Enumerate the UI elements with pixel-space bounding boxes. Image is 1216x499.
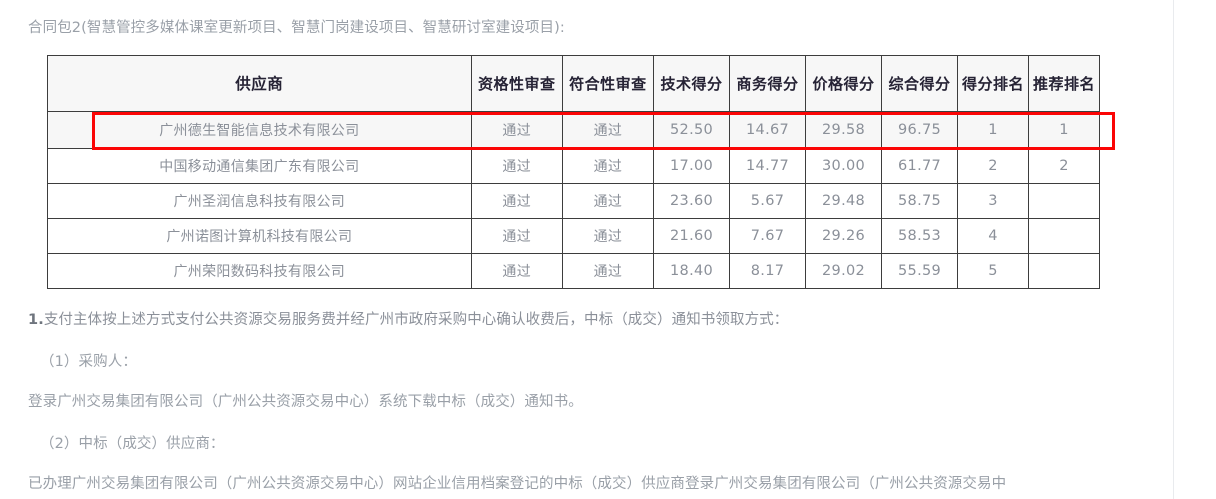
cell-supplier: 广州圣润信息科技有限公司: [47, 183, 472, 219]
cell-qualification: 通过: [470, 111, 563, 149]
cell-qualification: 通过: [470, 183, 563, 219]
column-header-conformity: 符合性审查: [561, 55, 655, 112]
table-body: 广州德生智能信息技术有限公司 通过 通过 52.50 14.67 29.58 96.75 1 1…: [47, 111, 1101, 289]
cell-composite-score: 55.59: [881, 253, 959, 289]
page-right-rule: [1173, 0, 1174, 499]
cell-recommend-rank: 2: [1027, 148, 1101, 184]
cell-composite-score: 61.77: [881, 148, 959, 184]
table-header-row: 供应商 资格性审查 符合性审查 技术得分 商务得分 价格得分 综合得分 得分排名…: [47, 55, 1101, 112]
cell-business-score: 14.77: [729, 148, 807, 184]
cell-score-rank: 1: [957, 111, 1029, 149]
package-caption: 合同包2(智慧管控多媒体课室更新项目、智慧门岗建设项目、智慧研讨室建设项目):: [28, 20, 565, 36]
cell-business-score: 8.17: [729, 253, 807, 289]
cell-composite-score: 96.75: [881, 111, 959, 149]
cell-score-rank: 3: [957, 183, 1029, 219]
cell-composite-score: 58.53: [881, 218, 959, 254]
cell-price-score: 29.26: [805, 218, 883, 254]
evaluation-score-table: 供应商 资格性审查 符合性审查 技术得分 商务得分 价格得分 综合得分 得分排名…: [47, 55, 1101, 289]
cell-price-score: 29.02: [805, 253, 883, 289]
cell-supplier: 广州荣阳数码科技有限公司: [47, 253, 472, 289]
column-header-qualification: 资格性审查: [470, 55, 563, 112]
cell-conformity: 通过: [561, 253, 655, 289]
clause-1-number: 1.: [28, 312, 44, 328]
evaluation-score-table-container: 供应商 资格性审查 符合性审查 技术得分 商务得分 价格得分 综合得分 得分排名…: [47, 55, 1101, 289]
column-header-recommend-rank: 推荐排名: [1027, 55, 1101, 112]
cell-recommend-rank: [1027, 253, 1101, 289]
column-header-technical-score: 技术得分: [653, 55, 731, 112]
cell-price-score: 30.00: [805, 148, 883, 184]
cell-conformity: 通过: [561, 111, 655, 149]
cell-supplier: 广州德生智能信息技术有限公司: [47, 111, 472, 149]
cell-score-rank: 5: [957, 253, 1029, 289]
cell-price-score: 29.48: [805, 183, 883, 219]
cell-business-score: 14.67: [729, 111, 807, 149]
cell-recommend-rank: [1027, 218, 1101, 254]
cell-conformity: 通过: [561, 218, 655, 254]
cell-business-score: 5.67: [729, 183, 807, 219]
cell-score-rank: 2: [957, 148, 1029, 184]
item-1-text: 登录广州交易集团有限公司（广州公共资源交易中心）系统下载中标（成交）通知书。: [28, 394, 583, 410]
column-header-composite-score: 综合得分: [881, 55, 959, 112]
cell-recommend-rank: 1: [1027, 111, 1101, 149]
table-header: 供应商 资格性审查 符合性审查 技术得分 商务得分 价格得分 综合得分 得分排名…: [47, 55, 1101, 112]
cell-composite-score: 58.75: [881, 183, 959, 219]
table-row: 广州荣阳数码科技有限公司 通过 通过 18.40 8.17 29.02 55.59 5: [47, 253, 1101, 289]
item-2-text: 已办理广州交易集团有限公司（广州公共资源交易中心）网站企业信用档案登记的中标（成…: [28, 476, 1007, 492]
cell-qualification: 通过: [470, 148, 563, 184]
cell-supplier: 广州诺图计算机科技有限公司: [47, 218, 472, 254]
cell-technical-score: 21.60: [653, 218, 731, 254]
clause-1-text: 支付主体按上述方式支付公共资源交易服务费并经广州市政府采购中心确认收费后，中标（…: [43, 312, 789, 328]
cell-score-rank: 4: [957, 218, 1029, 254]
column-header-score-rank: 得分排名: [957, 55, 1029, 112]
cell-qualification: 通过: [470, 253, 563, 289]
table-row: 中国移动通信集团广东有限公司 通过 通过 17.00 14.77 30.00 61.77 2 2: [47, 148, 1101, 184]
cell-technical-score: 18.40: [653, 253, 731, 289]
cell-technical-score: 23.60: [653, 183, 731, 219]
column-header-supplier: 供应商: [47, 55, 472, 112]
table-row: 广州德生智能信息技术有限公司 通过 通过 52.50 14.67 29.58 96.75 1 1: [47, 111, 1101, 149]
column-header-price-score: 价格得分: [805, 55, 883, 112]
column-header-business-score: 商务得分: [729, 55, 807, 112]
table-row: 广州诺图计算机科技有限公司 通过 通过 21.60 7.67 29.26 58.53 4: [47, 218, 1101, 254]
cell-technical-score: 17.00: [653, 148, 731, 184]
cell-business-score: 7.67: [729, 218, 807, 254]
cell-recommend-rank: [1027, 183, 1101, 219]
item-1-label: （1）采购人：: [40, 354, 137, 370]
cell-technical-score: 52.50: [653, 111, 731, 149]
clause-1-paragraph: 1.支付主体按上述方式支付公共资源交易服务费并经广州市政府采购中心确认收费后，中…: [28, 310, 788, 330]
cell-conformity: 通过: [561, 148, 655, 184]
table-row: 广州圣润信息科技有限公司 通过 通过 23.60 5.67 29.48 58.75 3: [47, 183, 1101, 219]
cell-qualification: 通过: [470, 218, 563, 254]
cell-supplier: 中国移动通信集团广东有限公司: [47, 148, 472, 184]
item-2-label: （2）中标（成交）供应商：: [40, 436, 225, 452]
cell-price-score: 29.58: [805, 111, 883, 149]
cell-conformity: 通过: [561, 183, 655, 219]
